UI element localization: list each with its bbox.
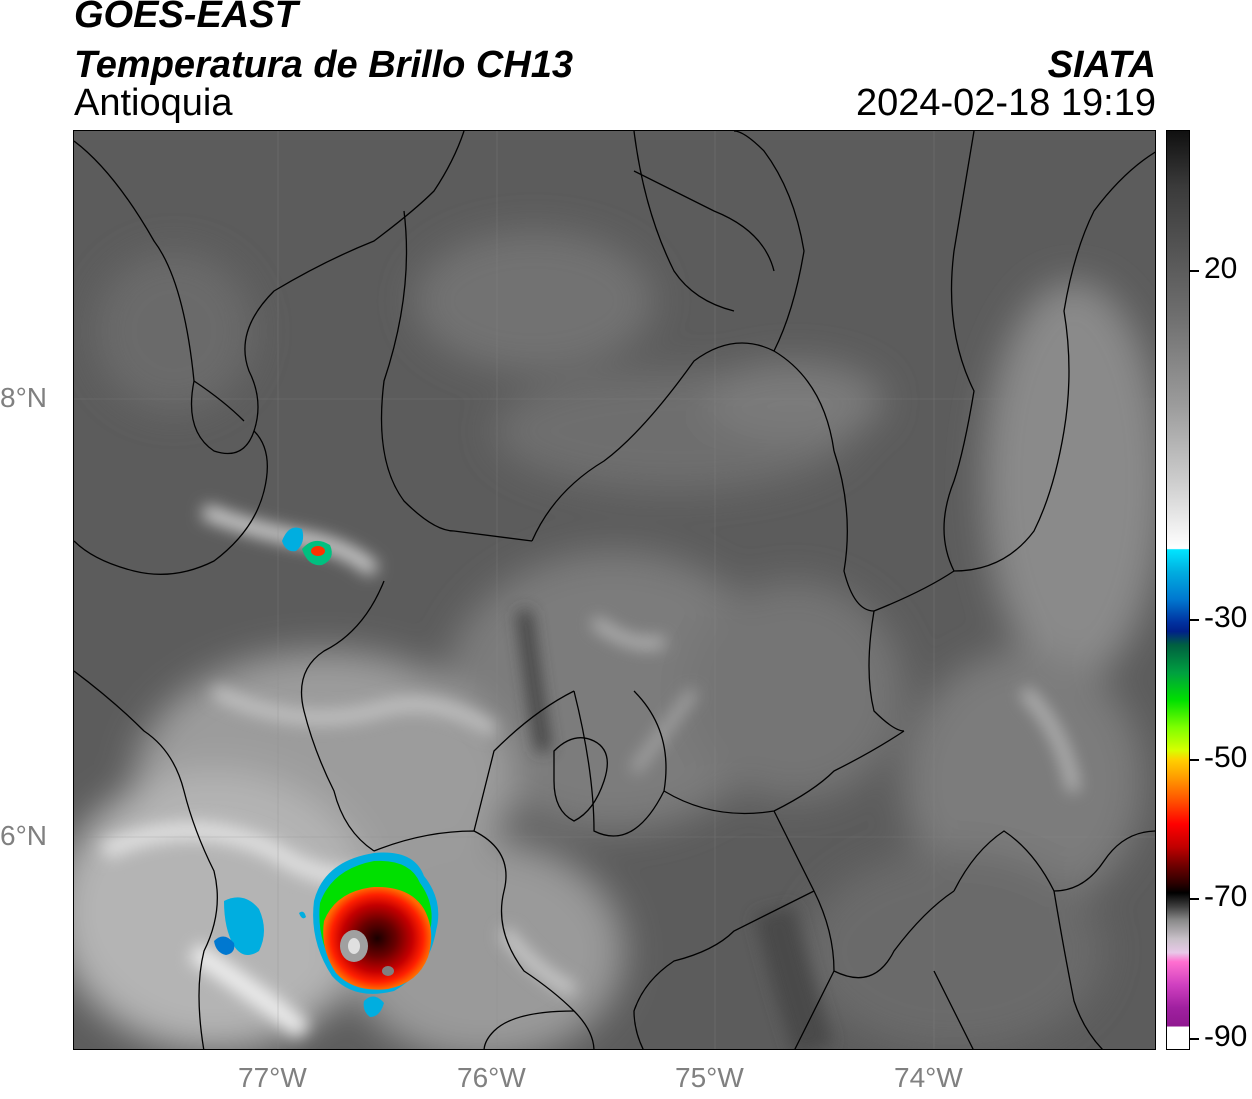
bright-cloud-streaks bbox=[100, 504, 1080, 1039]
lon-label-76w: 76°W bbox=[457, 1062, 526, 1093]
colorbar bbox=[1166, 130, 1190, 1050]
colorbar-tick-minus70 bbox=[1189, 898, 1199, 900]
satellite-map bbox=[73, 130, 1156, 1050]
lon-label-74w: 74°W bbox=[894, 1062, 963, 1093]
colorbar-label-20: 20 bbox=[1204, 252, 1238, 285]
lon-label-77w: 77°W bbox=[238, 1062, 307, 1093]
brand-label: SIATA bbox=[1047, 44, 1156, 86]
colorbar-label-minus70: -70 bbox=[1204, 880, 1248, 913]
colorbar-label-minus30: -30 bbox=[1204, 601, 1248, 634]
colorbar-tick-minus30 bbox=[1189, 619, 1199, 621]
lat-label-8n: 8°N bbox=[0, 382, 47, 413]
colorbar-tick-minus90 bbox=[1189, 1038, 1199, 1040]
title-region: Antioquia bbox=[74, 82, 233, 124]
colorbar-label-minus50: -50 bbox=[1204, 741, 1248, 774]
cold-spots-south bbox=[214, 897, 384, 1017]
map-canvas bbox=[74, 131, 1155, 1049]
cloud-field bbox=[74, 231, 1155, 1049]
graticule bbox=[74, 131, 1155, 1049]
timestamp-label: 2024-02-18 19:19 bbox=[855, 82, 1156, 124]
boundaries bbox=[74, 131, 1155, 1049]
title-satellite: GOES-EAST bbox=[74, 0, 298, 36]
storm-cell bbox=[313, 852, 439, 994]
dark-terrain bbox=[517, 610, 833, 1049]
colorbar-tick-20 bbox=[1189, 270, 1199, 272]
colorbar-label-minus90: -90 bbox=[1204, 1020, 1248, 1053]
lon-label-75w: 75°W bbox=[675, 1062, 744, 1093]
title-product: Temperatura de Brillo CH13 bbox=[74, 44, 574, 86]
cold-spot-north bbox=[282, 527, 332, 566]
lat-label-6n: 6°N bbox=[0, 820, 47, 851]
colorbar-tick-minus50 bbox=[1189, 759, 1199, 761]
